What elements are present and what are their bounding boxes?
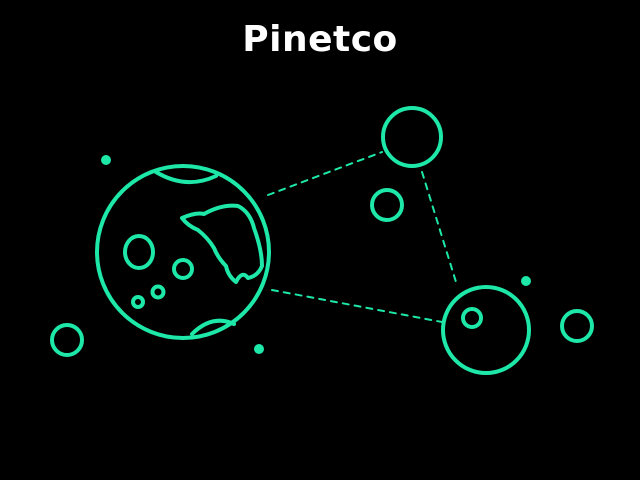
connection-line <box>267 151 383 196</box>
medium-planet <box>441 285 531 375</box>
small-ring-left <box>50 323 84 357</box>
small-ring-middle <box>370 188 404 222</box>
small-ring-right <box>560 309 594 343</box>
star-dots <box>101 155 531 354</box>
star-dot <box>254 344 264 354</box>
small-planet-top <box>381 106 443 168</box>
star-dot <box>101 155 111 165</box>
brand-title: Pinetco <box>242 19 398 60</box>
star-dot <box>521 276 531 286</box>
large-planet <box>95 164 271 340</box>
connection-lines <box>267 151 457 323</box>
connection-line <box>421 171 457 283</box>
connection-line <box>271 289 443 323</box>
